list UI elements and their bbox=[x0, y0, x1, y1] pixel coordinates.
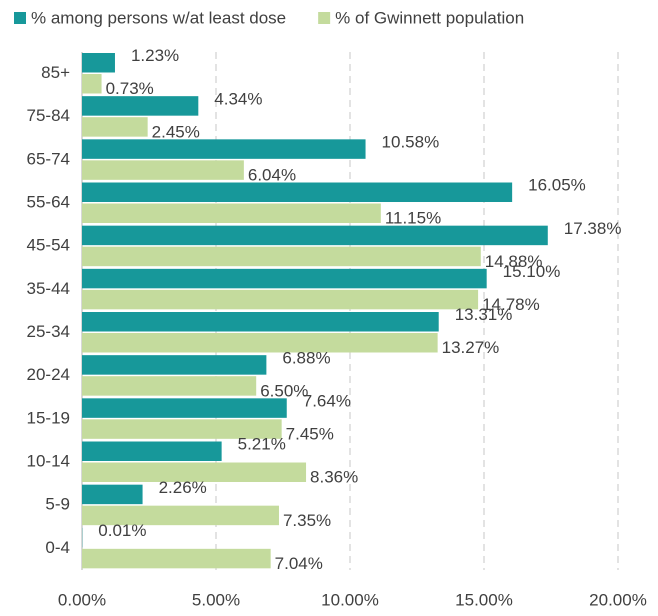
bar bbox=[82, 74, 102, 94]
bar bbox=[82, 139, 366, 159]
y-tick-label: 0-4 bbox=[45, 538, 70, 557]
bar bbox=[82, 419, 282, 439]
bar bbox=[82, 182, 513, 202]
x-tick-label: 5.00% bbox=[192, 590, 240, 609]
bar bbox=[82, 505, 279, 526]
value-label: 6.50% bbox=[260, 381, 308, 400]
value-label: 8.36% bbox=[310, 468, 358, 487]
value-label: 0.73% bbox=[106, 79, 154, 98]
bar bbox=[82, 203, 381, 223]
bar bbox=[82, 462, 307, 482]
bar bbox=[82, 376, 257, 396]
bar bbox=[82, 289, 479, 310]
value-label: 14.88% bbox=[485, 252, 543, 271]
bar bbox=[82, 96, 199, 116]
y-tick-label: 35-44 bbox=[27, 279, 70, 298]
y-tick-label: 10-14 bbox=[27, 452, 70, 471]
bar bbox=[82, 246, 481, 267]
value-label: 6.88% bbox=[282, 348, 330, 367]
legend-swatch bbox=[14, 12, 26, 24]
bar bbox=[82, 53, 115, 73]
bar bbox=[82, 268, 487, 289]
value-label: 2.45% bbox=[152, 122, 200, 141]
y-tick-label: 85+ bbox=[41, 63, 70, 82]
y-tick-label: 55-64 bbox=[27, 193, 70, 212]
value-label: 15.10% bbox=[503, 262, 561, 281]
bar bbox=[82, 160, 244, 180]
value-label: 10.58% bbox=[382, 133, 440, 152]
value-label: 5.21% bbox=[238, 435, 286, 454]
x-tick-label: 10.00% bbox=[321, 590, 379, 609]
bar bbox=[82, 484, 143, 505]
y-tick-label: 25-34 bbox=[27, 322, 70, 341]
value-label: 7.45% bbox=[286, 425, 334, 444]
value-label: 11.15% bbox=[385, 209, 441, 228]
value-label: 0.01% bbox=[98, 521, 146, 540]
bar bbox=[82, 312, 439, 332]
bar bbox=[82, 398, 287, 418]
value-label: 6.04% bbox=[248, 166, 296, 185]
value-label: 17.38% bbox=[564, 219, 622, 238]
bar bbox=[82, 441, 222, 461]
value-label: 16.05% bbox=[528, 176, 586, 195]
value-label: 13.27% bbox=[442, 338, 500, 357]
y-tick-label: 45-54 bbox=[27, 236, 70, 255]
x-tick-label: 20.00% bbox=[589, 590, 647, 609]
bar bbox=[82, 225, 548, 246]
value-label: 7.04% bbox=[275, 554, 323, 573]
x-tick-label: 0.00% bbox=[58, 590, 106, 609]
y-tick-label: 5-9 bbox=[45, 495, 70, 514]
y-tick-label: 15-19 bbox=[27, 408, 70, 427]
value-label: 7.64% bbox=[303, 392, 351, 411]
bar bbox=[82, 548, 271, 569]
y-tick-label: 65-74 bbox=[27, 149, 70, 168]
legend-label: % of Gwinnett population bbox=[335, 8, 524, 27]
value-label: 7.35% bbox=[283, 511, 331, 530]
value-label: 14.78% bbox=[482, 295, 540, 314]
value-label: 13.31% bbox=[455, 305, 513, 324]
bar bbox=[82, 117, 148, 137]
y-tick-label: 20-24 bbox=[27, 365, 70, 384]
value-label: 4.34% bbox=[214, 89, 262, 108]
value-label: 1.23% bbox=[131, 46, 179, 65]
x-tick-label: 15.00% bbox=[455, 590, 513, 609]
y-tick-label: 75-84 bbox=[27, 106, 70, 125]
value-label: 2.26% bbox=[159, 478, 207, 497]
legend-label: % among persons w/at least dose bbox=[31, 8, 286, 27]
bar bbox=[82, 355, 267, 375]
legend-swatch bbox=[318, 12, 331, 24]
bar bbox=[82, 333, 438, 353]
